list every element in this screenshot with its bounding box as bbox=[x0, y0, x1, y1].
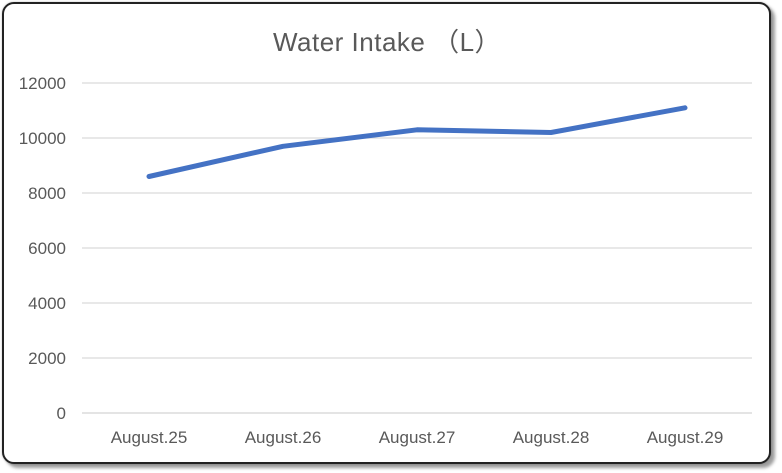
y-tick-label: 4000 bbox=[28, 294, 66, 313]
chart-title: Water Intake （L） bbox=[272, 27, 502, 57]
x-axis-label: August.25 bbox=[111, 428, 188, 447]
y-tick-label: 6000 bbox=[28, 239, 66, 258]
chart-frame bbox=[2, 2, 771, 464]
y-tick-label: 12000 bbox=[19, 74, 66, 93]
x-axis-label: August.26 bbox=[245, 428, 322, 447]
y-tick-label: 2000 bbox=[28, 349, 66, 368]
y-tick-label: 0 bbox=[57, 404, 66, 423]
x-axis-label: August.28 bbox=[513, 428, 590, 447]
y-tick-label: 8000 bbox=[28, 184, 66, 203]
x-axis-label: August.27 bbox=[379, 428, 456, 447]
series-line-water-intake bbox=[146, 105, 688, 179]
y-tick-label: 10000 bbox=[19, 129, 66, 148]
x-axis-label: August.29 bbox=[647, 428, 724, 447]
